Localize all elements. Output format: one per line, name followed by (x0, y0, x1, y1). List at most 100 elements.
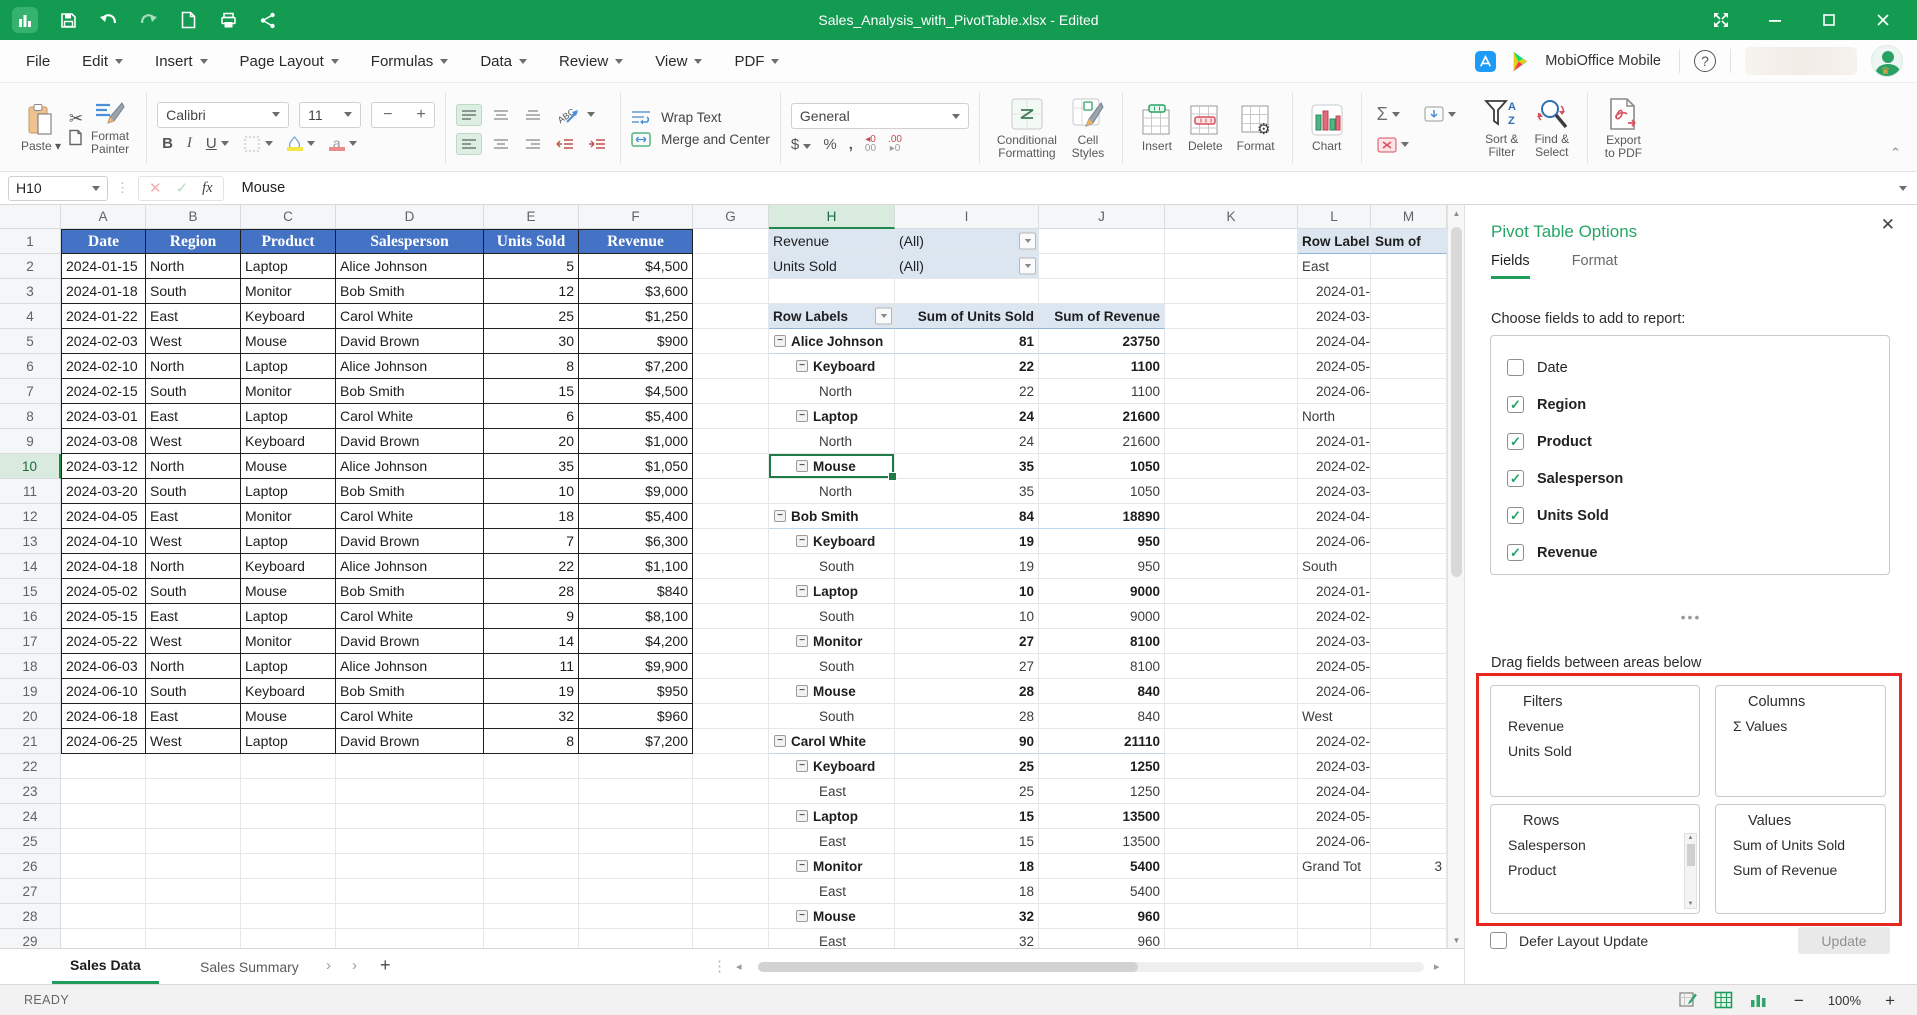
cell-name-box[interactable]: H10 (8, 175, 108, 201)
cell-E5[interactable]: 30 (484, 329, 579, 354)
print-icon[interactable] (218, 10, 238, 30)
cell-E22[interactable] (484, 754, 579, 779)
cell-K8[interactable] (1165, 404, 1298, 429)
cell-L18[interactable]: 2024-05- (1298, 654, 1371, 679)
cell-B1[interactable]: Region (146, 229, 241, 254)
menu-item-data[interactable]: Data (468, 47, 539, 76)
cell-C20[interactable]: Mouse (241, 704, 336, 729)
scroll-down-icon[interactable]: ▼ (1452, 935, 1461, 945)
cell-I4[interactable]: Sum of Units Sold (895, 304, 1039, 329)
collapse-ribbon-icon[interactable]: ⌃ (1890, 145, 1901, 160)
cell-A15[interactable]: 2024-05-02 (61, 579, 146, 604)
cell-A7[interactable]: 2024-02-15 (61, 379, 146, 404)
cell-G1[interactable] (693, 229, 769, 254)
cell-K6[interactable] (1165, 354, 1298, 379)
share-icon[interactable] (258, 10, 278, 30)
cell-G14[interactable] (693, 554, 769, 579)
row-header-8[interactable]: 8 (0, 404, 61, 429)
cancel-entry-icon[interactable]: ✕ (149, 180, 162, 197)
cell-E25[interactable] (484, 829, 579, 854)
cell-L14[interactable]: South (1298, 554, 1371, 579)
cell-A23[interactable] (61, 779, 146, 804)
cell-K11[interactable] (1165, 479, 1298, 504)
cell-I14[interactable]: 19 (895, 554, 1039, 579)
cell-B8[interactable]: East (146, 404, 241, 429)
cell-E1[interactable]: Units Sold (484, 229, 579, 254)
autosum-button[interactable]: Σ (1372, 102, 1405, 127)
row-header-24[interactable]: 24 (0, 804, 61, 829)
align-middle-button[interactable] (488, 104, 514, 126)
cell-J24[interactable]: 13500 (1039, 804, 1165, 829)
panel-tab-fields[interactable]: Fields (1491, 253, 1530, 279)
cell-J25[interactable]: 13500 (1039, 829, 1165, 854)
cell-H21[interactable]: − Carol White (769, 729, 895, 754)
column-header-F[interactable]: F (579, 205, 693, 229)
cell-K28[interactable] (1165, 904, 1298, 929)
cell-D1[interactable]: Salesperson (336, 229, 484, 254)
cell-G28[interactable] (693, 904, 769, 929)
increase-indent-button[interactable] (584, 133, 610, 155)
cell-M15[interactable] (1371, 579, 1447, 604)
cell-D22[interactable] (336, 754, 484, 779)
cell-D12[interactable]: Carol White (336, 504, 484, 529)
cell-J14[interactable]: 950 (1039, 554, 1165, 579)
cell-A18[interactable]: 2024-06-03 (61, 654, 146, 679)
row-header-23[interactable]: 23 (0, 779, 61, 804)
cell-B9[interactable]: West (146, 429, 241, 454)
cell-I10[interactable]: 35 (895, 454, 1039, 479)
cell-L21[interactable]: 2024-02- (1298, 729, 1371, 754)
cell-I29[interactable]: 32 (895, 929, 1039, 948)
decrease-font-button[interactable]: − (383, 105, 393, 123)
cell-B27[interactable] (146, 879, 241, 904)
cell-B20[interactable]: East (146, 704, 241, 729)
vertical-scrollbar[interactable]: ▲ ▼ (1447, 205, 1464, 948)
cell-A28[interactable] (61, 904, 146, 929)
cell-E8[interactable]: 6 (484, 404, 579, 429)
decrease-decimal-button[interactable]: .00 ▸0 (888, 134, 902, 154)
cell-I23[interactable]: 25 (895, 779, 1039, 804)
filters-area[interactable]: Filters Revenue Units Sold (1490, 685, 1700, 797)
cell-G20[interactable] (693, 704, 769, 729)
cell-F22[interactable] (579, 754, 693, 779)
cell-H2[interactable]: Units Sold (769, 254, 895, 279)
row-header-20[interactable]: 20 (0, 704, 61, 729)
cell-F7[interactable]: $4,500 (579, 379, 693, 404)
cell-A4[interactable]: 2024-01-22 (61, 304, 146, 329)
cell-G11[interactable] (693, 479, 769, 504)
cell-H14[interactable]: South (769, 554, 895, 579)
cell-G7[interactable] (693, 379, 769, 404)
cell-C21[interactable]: Laptop (241, 729, 336, 754)
column-header-M[interactable]: M (1371, 205, 1447, 229)
collapse-icon[interactable]: − (796, 635, 808, 647)
cell-F24[interactable] (579, 804, 693, 829)
cell-J2[interactable] (1039, 254, 1165, 279)
row-header-26[interactable]: 26 (0, 854, 61, 879)
cell-B15[interactable]: South (146, 579, 241, 604)
cell-M5[interactable] (1371, 329, 1447, 354)
row-header-11[interactable]: 11 (0, 479, 61, 504)
cell-J3[interactable] (1039, 279, 1165, 304)
cell-E7[interactable]: 15 (484, 379, 579, 404)
cell-J17[interactable]: 8100 (1039, 629, 1165, 654)
cell-F8[interactable]: $5,400 (579, 404, 693, 429)
cell-G15[interactable] (693, 579, 769, 604)
cell-D9[interactable]: David Brown (336, 429, 484, 454)
cell-M26[interactable]: 3 (1371, 854, 1447, 879)
cell-I25[interactable]: 15 (895, 829, 1039, 854)
add-sheet-icon[interactable]: + (380, 955, 391, 975)
defer-layout-checkbox[interactable]: Defer Layout Update (1490, 932, 1648, 949)
bold-button[interactable]: B (162, 135, 173, 152)
cell-F27[interactable] (579, 879, 693, 904)
collapse-icon[interactable]: − (774, 335, 786, 347)
cell-M24[interactable] (1371, 804, 1447, 829)
cell-L2[interactable]: East (1298, 254, 1371, 279)
area-item-product[interactable]: Product (1508, 862, 1557, 878)
cell-I11[interactable]: 35 (895, 479, 1039, 504)
update-button[interactable]: Update (1798, 927, 1890, 954)
row-header-4[interactable]: 4 (0, 304, 61, 329)
cell-H22[interactable]: − Keyboard (769, 754, 895, 779)
cell-F25[interactable] (579, 829, 693, 854)
cell-E23[interactable] (484, 779, 579, 804)
cell-H15[interactable]: − Laptop (769, 579, 895, 604)
cell-M14[interactable] (1371, 554, 1447, 579)
